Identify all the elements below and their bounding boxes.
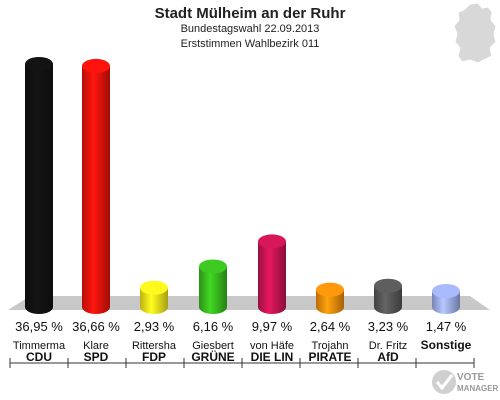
bar-top-cdu [25,57,53,71]
bar-top-sonstige [432,284,460,298]
bar-die lin [258,241,286,314]
chart-subtitle: Bundestagswahl 22.09.2013 [180,23,320,35]
bar-grüne [199,266,227,314]
vote-manager-logo: VOTE MANAGER [432,370,498,394]
candidate-label: von Häfe [250,340,294,352]
chart-floor [8,296,490,310]
candidate-label: Giesbert [192,340,234,352]
chart-subtitle-2: Erststimmen Wahlbezirk 011 [180,38,320,50]
category-label: Sonstige [421,338,472,352]
bar-fdp [140,287,168,314]
bar-spd [82,65,110,315]
category-label: AfD [377,350,399,364]
value-label: 2,93 % [134,319,175,334]
chart-title: Stadt Mülheim an der Ruhr [154,5,346,22]
bar-top-spd [82,58,110,73]
value-label: 9,97 % [252,319,293,334]
category-label: DIE LIN [251,350,294,364]
value-label: 3,23 % [368,319,409,334]
candidate-label: Trojahn [312,340,349,352]
bar-top-afd [374,278,402,293]
category-label: SPD [84,350,109,364]
bar-top-die lin [258,234,286,249]
value-label: 36,66 % [72,319,120,334]
value-label: 1,47 % [426,319,467,334]
bar-top-grüne [199,259,227,274]
category-label: PIRATE [308,350,351,364]
candidate-label: Klare [83,340,109,352]
category-label: CDU [26,350,52,364]
candidate-label: Rittersha [132,340,177,352]
bar-cdu [25,64,53,314]
candidate-label: Dr. Fritz [369,340,408,352]
bar-top-fdp [140,280,168,295]
value-label: 36,95 % [15,319,63,334]
value-label: 2,64 % [310,319,351,334]
value-label: 6,16 % [193,319,234,334]
bar-top-pirate [316,282,344,297]
germany-map-icon [453,2,497,64]
logo-text-vote: VOTE [457,372,485,383]
candidate-label: Timmerma [13,340,66,352]
category-label: GRÜNE [191,349,234,364]
category-label: FDP [142,350,166,364]
bar-afd [374,285,402,314]
logo-text-manager: MANAGER [457,384,498,393]
bar-pirate [316,289,344,314]
